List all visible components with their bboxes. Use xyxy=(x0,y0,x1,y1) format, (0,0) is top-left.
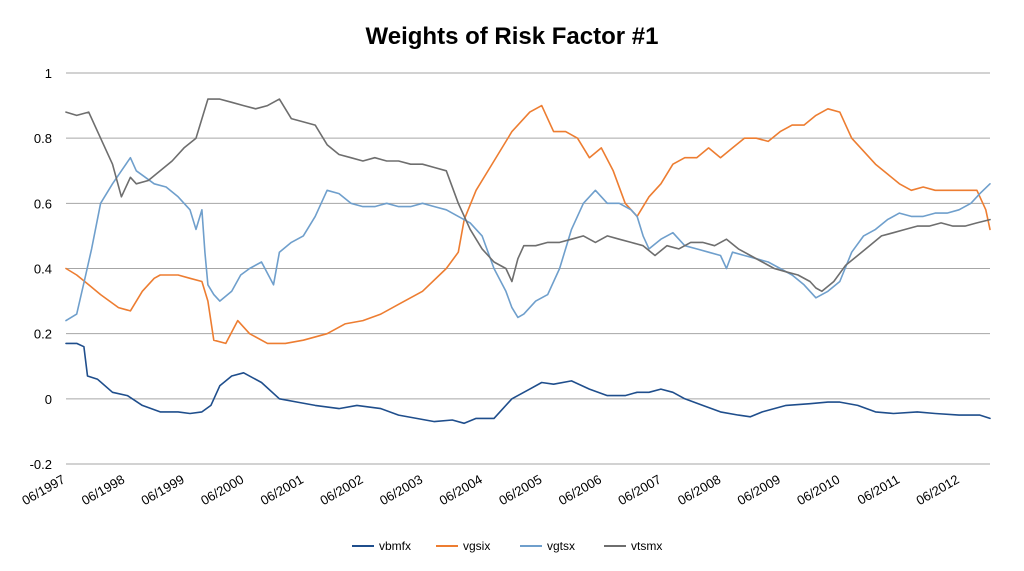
y-tick-label: 0 xyxy=(45,392,52,407)
legend-label-vtsmx: vtsmx xyxy=(631,539,662,553)
series-lines xyxy=(65,98,991,425)
legend: vbmfx vgsix vgtsx vtsmx xyxy=(352,539,662,553)
series-line-vtsmx xyxy=(65,98,991,293)
x-axis-ticks: 06/1997 06/1998 06/1999 06/2000 06/2001 06/20… xyxy=(19,472,961,508)
y-tick-label: 0.2 xyxy=(34,327,52,342)
x-tick-label: 06/2010 xyxy=(794,472,842,508)
x-tick-label: 06/2000 xyxy=(198,472,246,508)
x-tick-label: 06/2006 xyxy=(556,472,604,508)
series-line-vgsix xyxy=(65,104,991,345)
x-tick-label: 06/2009 xyxy=(735,472,783,508)
series-line-vgtsx xyxy=(65,156,991,322)
y-tick-label: -0.2 xyxy=(30,457,52,472)
x-tick-label: 06/2003 xyxy=(377,472,425,508)
x-tick-label: 06/2004 xyxy=(437,472,485,508)
legend-label-vbmfx: vbmfx xyxy=(379,539,411,553)
x-tick-label: 06/2005 xyxy=(496,472,544,508)
y-tick-label: 0.6 xyxy=(34,196,52,211)
y-axis-ticks: -0.2 0 0.2 0.4 0.6 0.8 1 xyxy=(30,66,52,472)
x-tick-label: 06/2002 xyxy=(317,472,365,508)
y-tick-label: 0.4 xyxy=(34,262,52,277)
y-tick-label: 0.8 xyxy=(34,131,52,146)
y-tick-label: 1 xyxy=(45,66,52,81)
x-tick-label: 06/2001 xyxy=(258,472,306,508)
x-tick-label: 06/2012 xyxy=(913,472,961,508)
series-line-vbmfx xyxy=(65,342,991,425)
chart-title: Weights of Risk Factor #1 xyxy=(366,23,659,50)
x-tick-label: 06/2011 xyxy=(855,472,902,508)
legend-label-vgtsx: vgtsx xyxy=(547,539,575,553)
x-tick-label: 06/1999 xyxy=(139,472,187,508)
x-tick-label: 06/1998 xyxy=(79,472,127,508)
gridlines xyxy=(66,72,990,465)
legend-label-vgsix: vgsix xyxy=(463,539,490,553)
x-tick-label: 06/2007 xyxy=(615,472,663,508)
x-tick-label: 06/2008 xyxy=(675,472,723,508)
x-tick-label: 06/1997 xyxy=(19,472,67,508)
